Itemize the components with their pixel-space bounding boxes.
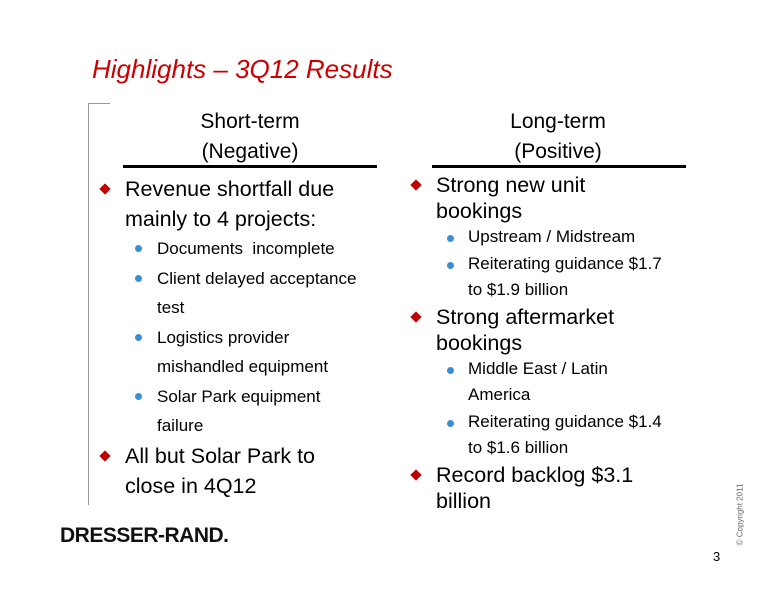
column-heading: Long-term — [510, 110, 606, 133]
sub-bullet: Middle East / Latin America — [411, 356, 711, 409]
sub-bullet-text: Solar Park equipment — [157, 386, 321, 406]
bracket — [88, 103, 89, 505]
sub-bullet: Documents incomplete — [100, 234, 400, 264]
dot — [447, 366, 454, 374]
heading-rule — [123, 165, 377, 168]
dot — [447, 235, 454, 242]
diamond — [410, 179, 422, 191]
sub-bullet: Upstream / Midstream — [411, 224, 711, 251]
sub-bullet-text: test — [157, 298, 185, 317]
bullet: Strong aftermarket bookings — [410, 304, 711, 356]
bullet: Strong new unit bookings — [410, 172, 711, 224]
sub-bullet-text: Client delayed acceptance — [157, 268, 357, 288]
bullet-text: bookings — [436, 330, 523, 355]
diamond — [99, 449, 111, 462]
diamond — [410, 468, 422, 481]
bullet-text: Record backlog $3.1 — [436, 462, 634, 487]
sub-bullet-text: Logistics provider — [157, 327, 290, 347]
sub-bullet-text: Middle East / Latin — [468, 358, 608, 378]
bullet-text: All but Solar Park to — [125, 443, 316, 468]
bullet-text: Strong aftermarket — [436, 304, 615, 329]
sub-bullet-text: Reiterating guidance $1.4 — [468, 411, 662, 431]
dot — [135, 392, 142, 400]
logo: DRESSER-RAND. — [60, 524, 229, 547]
copyright: © Copyright 2011 — [735, 483, 745, 546]
column-heading: (Negative) — [201, 140, 299, 163]
column-heading: Short-term — [200, 110, 300, 133]
diamond — [410, 310, 422, 323]
bullet-text: close in 4Q12 — [125, 473, 257, 498]
diamond — [99, 183, 111, 195]
sub-bullet-text: failure — [157, 416, 204, 435]
column-heading: (Positive) — [514, 140, 602, 163]
bullet-text: Revenue shortfall due — [125, 177, 335, 201]
dot — [447, 261, 454, 269]
bullet-text: bookings — [436, 199, 523, 223]
slide-title: Highlights – 3Q12 Results — [92, 54, 393, 84]
bullet: Record backlog $3.1 billion — [410, 462, 711, 514]
sub-bullet-text: America — [468, 385, 531, 404]
sub-bullet: Client delayed acceptance test — [100, 264, 400, 323]
sub-bullet-text: to $1.9 billion — [468, 280, 569, 299]
heading-rule — [432, 165, 686, 168]
sub-bullet-text: Upstream / Midstream — [468, 227, 636, 246]
sub-bullet-text: mishandled equipment — [157, 357, 329, 376]
dot — [135, 274, 142, 282]
bullet: Revenue shortfall due mainly to 4 project… — [99, 174, 400, 234]
page-number: 3 — [713, 549, 721, 564]
dot — [447, 419, 454, 427]
sub-bullet-text: Reiterating guidance $1.7 — [468, 253, 662, 273]
bullet-text: mainly to 4 projects: — [125, 207, 317, 231]
sub-bullet-text: Documents incomplete — [157, 239, 335, 258]
sub-bullet: Solar Park equipment failure — [100, 382, 400, 441]
sub-bullet: Logistics provider mishandled equipment — [100, 323, 400, 382]
bullet: All but Solar Park to close in 4Q12 — [99, 441, 400, 501]
sub-bullet: Reiterating guidance $1.4 to $1.6 billion — [411, 409, 711, 462]
sub-bullet-text: to $1.6 billion — [468, 438, 569, 457]
column: Revenue shortfall due mainly to 4 project… — [99, 174, 400, 501]
dot — [135, 333, 142, 341]
dot — [135, 245, 142, 252]
bracket — [88, 103, 110, 104]
column: Strong new unit bookings Upstream / Midstr… — [410, 172, 711, 514]
bullet-text: Strong new unit — [436, 173, 586, 197]
sub-bullet: Reiterating guidance $1.7 to $1.9 billion — [411, 251, 711, 304]
bullet-text: billion — [436, 488, 491, 513]
